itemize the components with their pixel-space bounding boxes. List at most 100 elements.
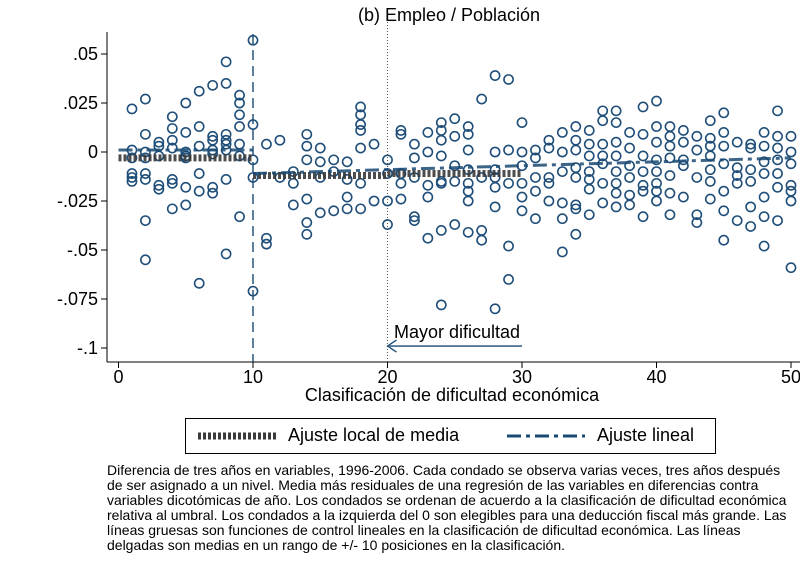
- data-point: [503, 74, 514, 85]
- data-point: [556, 213, 568, 225]
- y-tick-label: .05: [73, 44, 98, 64]
- data-point: [785, 195, 797, 207]
- data-point: [301, 140, 313, 152]
- data-point: [704, 193, 716, 205]
- data-point: [180, 126, 192, 138]
- data-point: [772, 142, 783, 154]
- data-point: [624, 172, 635, 183]
- data-point: [772, 130, 783, 142]
- data-point: [597, 177, 609, 189]
- data-point: [543, 172, 555, 183]
- data-point: [651, 195, 662, 207]
- data-point: [624, 189, 635, 201]
- data-point: [314, 142, 326, 154]
- annotation-label: Mayor dificultad: [394, 322, 520, 342]
- data-point: [731, 162, 743, 174]
- data-point: [651, 177, 662, 189]
- data-point: [516, 191, 528, 203]
- data-point: [355, 203, 366, 215]
- data-point: [301, 228, 313, 240]
- y-tick-label: -.025: [57, 191, 98, 211]
- annotation-arrowhead: [386, 339, 397, 353]
- data-point: [731, 215, 743, 226]
- data-point: [772, 215, 783, 226]
- x-tick-label: 10: [243, 367, 263, 387]
- data-point: [503, 177, 514, 189]
- data-point: [530, 152, 541, 164]
- data-point: [341, 203, 353, 215]
- data-point: [449, 219, 461, 230]
- data-point: [718, 185, 730, 197]
- data-point: [772, 105, 783, 117]
- data-point: [449, 130, 461, 142]
- data-point: [234, 121, 245, 132]
- data-point: [758, 168, 770, 179]
- data-point: [664, 152, 676, 164]
- data-point: [220, 78, 232, 89]
- data-point: [745, 175, 757, 187]
- data-point: [624, 199, 635, 211]
- data-point: [516, 117, 528, 128]
- data-point: [664, 187, 676, 199]
- data-point: [570, 203, 582, 215]
- data-point: [449, 175, 461, 187]
- data-point: [422, 126, 434, 138]
- data-point: [126, 175, 138, 187]
- data-point: [247, 119, 259, 130]
- data-point: [610, 177, 622, 189]
- data-point: [287, 199, 299, 211]
- data-point: [597, 138, 609, 150]
- data-point: [610, 166, 622, 177]
- data-point: [207, 79, 219, 91]
- data-point: [220, 174, 232, 185]
- data-point: [637, 211, 649, 223]
- data-point: [664, 170, 676, 181]
- data-point: [570, 121, 582, 132]
- data-point: [341, 191, 353, 203]
- data-point: [126, 152, 138, 164]
- data-point: [314, 156, 326, 168]
- data-point: [234, 138, 245, 150]
- data-point: [772, 168, 783, 179]
- data-point: [261, 238, 272, 250]
- data-point: [166, 142, 178, 154]
- data-point: [193, 185, 205, 197]
- data-point: [718, 205, 730, 217]
- data-point: [516, 177, 528, 189]
- data-point: [247, 154, 259, 166]
- data-point: [207, 181, 219, 193]
- data-point: [435, 177, 447, 189]
- data-point: [153, 179, 165, 191]
- data-point: [530, 185, 541, 197]
- data-point: [651, 154, 662, 166]
- linear-fit-segment: [252, 156, 792, 176]
- data-point: [678, 125, 689, 136]
- data-point: [476, 93, 488, 105]
- data-point: [462, 144, 474, 156]
- legend-swatch-linear: [507, 434, 585, 437]
- y-tick-label: -.1: [77, 338, 98, 358]
- data-point: [368, 138, 380, 150]
- data-point: [731, 136, 743, 148]
- data-point: [610, 150, 622, 162]
- data-point: [516, 205, 528, 217]
- data-point: [556, 166, 568, 177]
- data-point: [166, 134, 178, 146]
- data-point: [583, 209, 595, 221]
- data-point: [341, 174, 353, 185]
- data-point: [624, 142, 635, 154]
- data-point: [489, 181, 501, 193]
- data-point: [503, 240, 514, 252]
- data-point: [610, 105, 622, 117]
- data-point: [422, 232, 434, 244]
- legend: Ajuste local de media Ajuste lineal: [185, 418, 716, 454]
- figure-note: Diferencia de tres años en variables, 19…: [107, 462, 787, 553]
- data-point: [718, 107, 730, 119]
- reference-lines: [252, 22, 388, 362]
- legend-label-local-mean: Ajuste local de media: [288, 425, 460, 445]
- data-point: [785, 130, 797, 142]
- data-point: [126, 103, 138, 115]
- data-point: [704, 115, 716, 127]
- data-point: [328, 154, 340, 166]
- data-point: [543, 142, 555, 154]
